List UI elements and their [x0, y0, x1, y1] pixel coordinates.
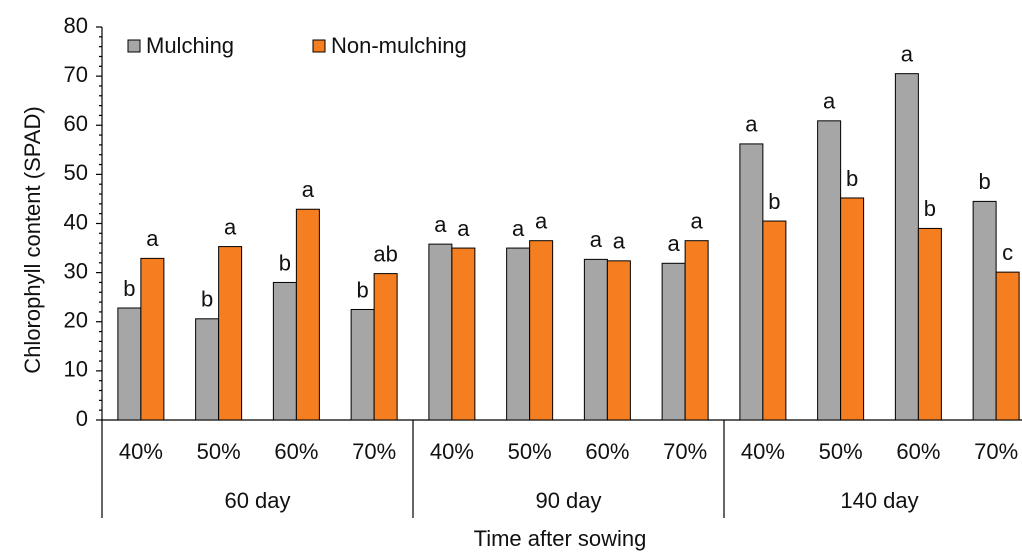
significance-letter: b: [279, 250, 291, 275]
significance-letter: b: [123, 276, 135, 301]
significance-letter: a: [302, 177, 315, 202]
x-group-label: 140 day: [840, 488, 918, 513]
y-tick-label: 20: [64, 308, 88, 333]
significance-letter: b: [979, 169, 991, 194]
significance-letter: ab: [373, 241, 397, 266]
y-tick-label: 50: [64, 160, 88, 185]
bar-mulching: [739, 143, 764, 421]
x-category-label: 70%: [663, 439, 707, 464]
x-category-label: 60%: [585, 439, 629, 464]
x-axis-title: Time after sowing: [474, 526, 647, 551]
bar-mulching: [350, 308, 375, 421]
y-tick-label: 60: [64, 111, 88, 136]
x-category-label: 40%: [119, 439, 163, 464]
bar-non-mulching: [917, 227, 942, 421]
x-group-label: 90 day: [535, 488, 601, 513]
legend-swatch-mulching: [127, 39, 141, 53]
bar-non-mulching: [529, 240, 554, 421]
significance-letter: a: [457, 216, 470, 241]
significance-letter: b: [924, 196, 936, 221]
y-tick-label: 70: [64, 62, 88, 87]
bar-non-mulching: [995, 271, 1020, 421]
significance-letter: a: [512, 216, 525, 241]
legend-label-mulching: Mulching: [146, 33, 234, 58]
bar-non-mulching: [140, 257, 165, 421]
significance-letter: a: [691, 209, 704, 234]
significance-letter: a: [434, 212, 447, 237]
bar-non-mulching: [218, 246, 243, 421]
significance-letter: a: [535, 209, 548, 234]
legend-label-non-mulching: Non-mulching: [331, 33, 467, 58]
x-category-label: 60%: [896, 439, 940, 464]
bar-mulching: [195, 318, 220, 421]
x-axis: 40% 50% 60% 70% 60 day 40% 50% 60% 70% 90 day 40% 5…: [101, 419, 1022, 518]
y-axis-title: Chlorophyll content (SPAD): [20, 106, 45, 373]
bar-mulching: [117, 307, 142, 421]
significance-letter: a: [823, 89, 836, 114]
significance-letter: a: [901, 41, 914, 66]
x-category-label: 50%: [508, 439, 552, 464]
significance-letter: b: [846, 166, 858, 191]
significance-letter: a: [668, 231, 681, 256]
y-tick-label: 40: [64, 209, 88, 234]
y-axis: 0 10 20 30 40 50 60 70 80: [64, 13, 103, 431]
bar-mulching: [506, 247, 531, 421]
significance-letter: a: [224, 214, 237, 239]
x-category-label: 40%: [430, 439, 474, 464]
bar-mulching: [272, 281, 297, 421]
bar-mulching: [894, 73, 919, 421]
y-tick-label: 80: [64, 13, 88, 38]
significance-letter: a: [590, 227, 603, 252]
x-category-label: 60%: [274, 439, 318, 464]
x-category-label: 70%: [974, 439, 1018, 464]
x-group-label: 60 day: [224, 488, 290, 513]
bar-mulching: [661, 262, 686, 421]
significance-letter: c: [1002, 240, 1013, 265]
y-tick-label: 0: [76, 406, 88, 431]
bar-non-mulching: [762, 220, 787, 421]
bar-mulching: [817, 120, 842, 421]
legend-swatch-non-mulching: [312, 39, 326, 53]
y-tick-label: 30: [64, 258, 88, 283]
significance-letter: b: [357, 277, 369, 302]
bar-non-mulching: [451, 247, 476, 421]
bar-non-mulching: [373, 273, 398, 421]
bar-non-mulching: [840, 197, 865, 421]
bars: [117, 73, 1020, 421]
x-category-label: 50%: [819, 439, 863, 464]
x-category-label: 70%: [352, 439, 396, 464]
bar-mulching: [428, 243, 453, 421]
x-category-label: 50%: [197, 439, 241, 464]
bar-non-mulching: [684, 240, 709, 421]
significance-letter: a: [613, 229, 626, 254]
y-tick-label: 10: [64, 357, 88, 382]
significance-letter: b: [768, 189, 780, 214]
bar-non-mulching: [295, 208, 320, 421]
significance-letter: a: [146, 226, 159, 251]
x-category-label: 40%: [741, 439, 785, 464]
bar-mulching: [583, 258, 608, 421]
legend: Mulching Non-mulching: [127, 33, 467, 58]
bar-non-mulching: [606, 260, 631, 421]
significance-letter: b: [201, 287, 213, 312]
significance-letter: a: [745, 112, 758, 137]
bar-mulching: [972, 200, 997, 421]
